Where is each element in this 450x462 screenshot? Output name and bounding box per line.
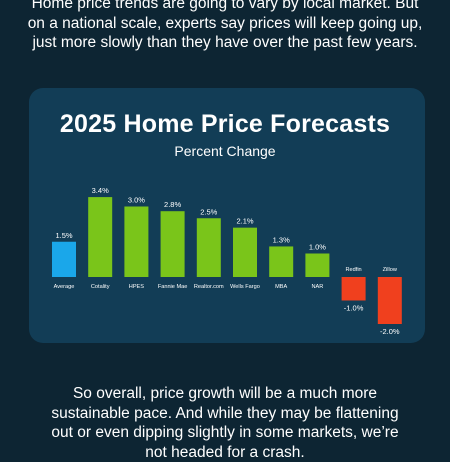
outro-text: So overall, price growth will be a much … bbox=[0, 384, 450, 462]
category-label: Cotality bbox=[91, 284, 110, 290]
outro-line: not headed for a crash. bbox=[0, 443, 450, 462]
value-label: 1.3% bbox=[273, 235, 290, 244]
category-label: Zillow bbox=[383, 267, 398, 273]
category-label: Fannie Mae bbox=[158, 284, 188, 290]
value-label: 2.1% bbox=[236, 217, 253, 226]
value-label: -2.0% bbox=[380, 327, 400, 336]
value-label: -1.0% bbox=[344, 304, 364, 313]
value-label: 3.0% bbox=[128, 196, 145, 205]
bar-cotality bbox=[88, 197, 112, 277]
outro-line: So overall, price growth will be a much … bbox=[0, 384, 450, 404]
category-label: HPES bbox=[129, 284, 145, 290]
category-label: MBA bbox=[275, 284, 287, 290]
bar-realtor-com bbox=[197, 218, 221, 277]
outro-line: sustainable pace. And while they may be … bbox=[0, 404, 450, 424]
bar-redfin bbox=[342, 277, 366, 301]
bar-nar bbox=[305, 254, 329, 278]
bar-zillow bbox=[378, 277, 402, 324]
bar-average bbox=[52, 242, 76, 277]
bar-mba bbox=[269, 246, 293, 277]
value-label: 2.5% bbox=[200, 207, 217, 216]
bar-fannie-mae bbox=[161, 211, 185, 277]
value-label: 3.4% bbox=[92, 186, 109, 195]
value-label: 2.8% bbox=[164, 200, 181, 209]
bar-wells-fargo bbox=[233, 228, 257, 277]
outro-line: out or even dipping slightly in some mar… bbox=[0, 423, 450, 443]
category-label: Realtor.com bbox=[194, 284, 224, 290]
bar-chart: 1.5% Average 3.4% Cotality 3.0% HPES 2.8% Fanni… bbox=[0, 0, 450, 450]
value-label: 1.5% bbox=[55, 231, 72, 240]
bar-hpes bbox=[124, 207, 148, 278]
category-label: NAR bbox=[311, 284, 323, 290]
category-label: Wells Fargo bbox=[230, 284, 260, 290]
value-label: 1.0% bbox=[309, 243, 326, 252]
category-label: Redfin bbox=[346, 267, 362, 273]
category-label: Average bbox=[54, 284, 75, 290]
